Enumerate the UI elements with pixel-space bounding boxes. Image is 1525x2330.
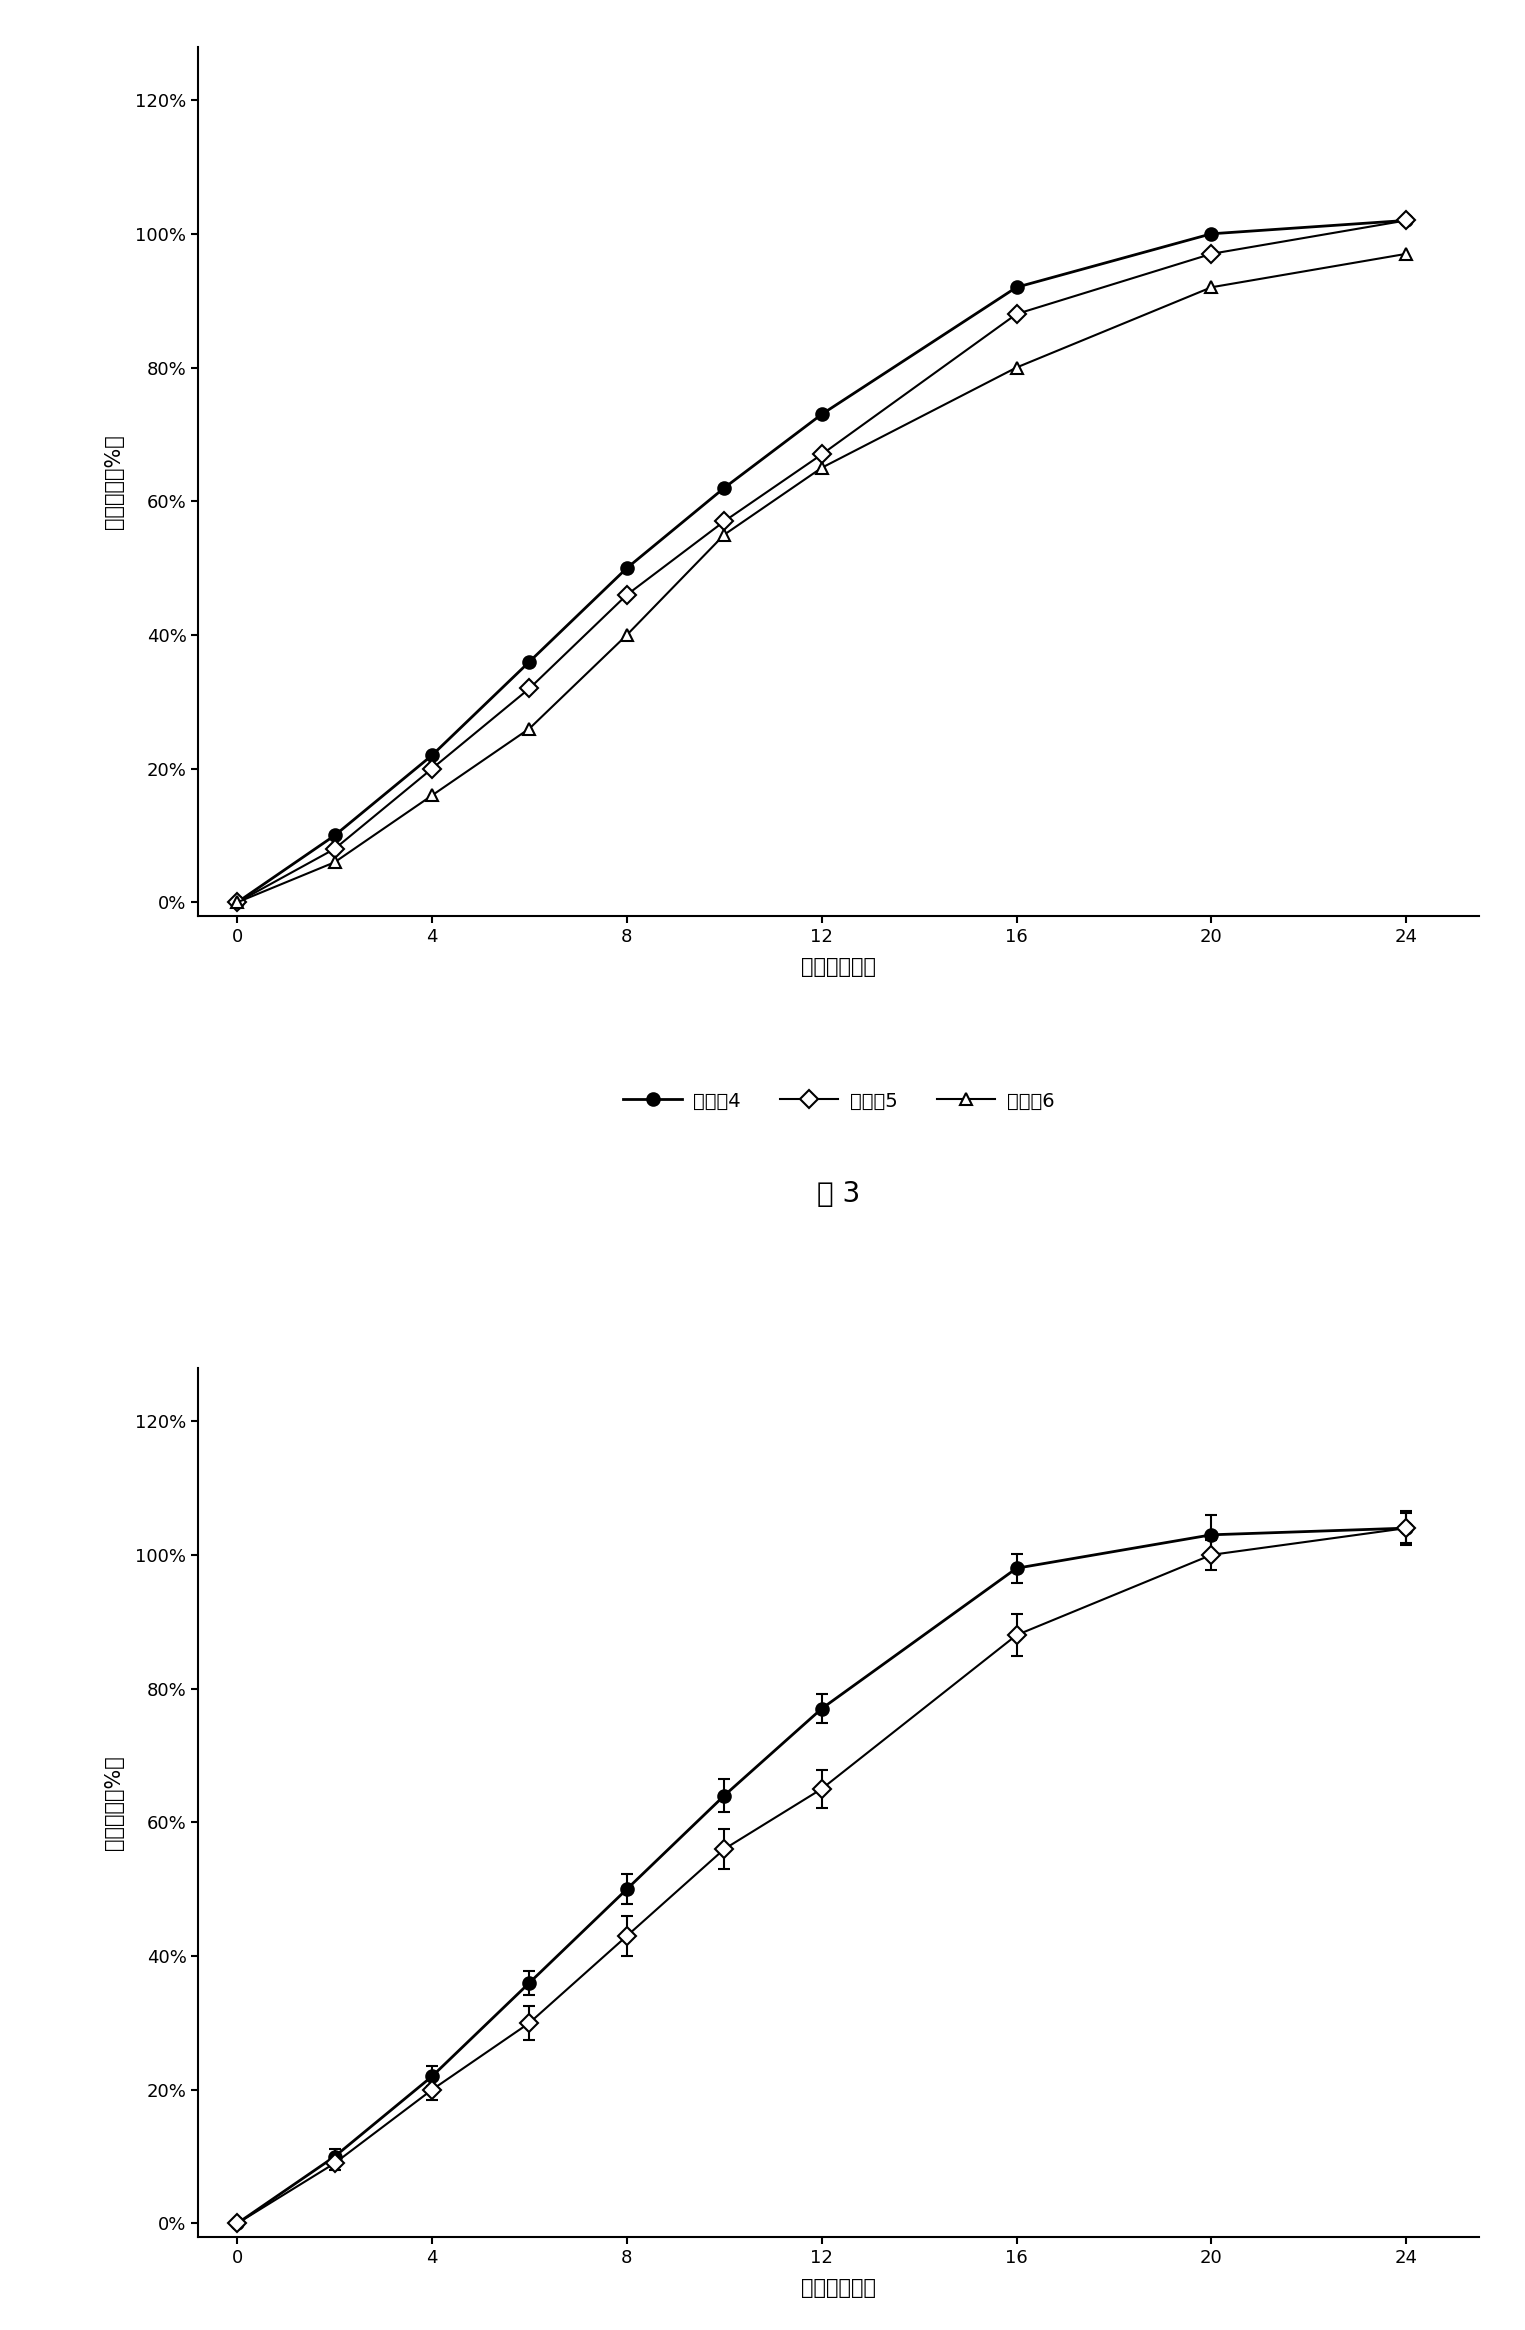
实施例4: [422, 741, 441, 769]
实施例5: [618, 580, 636, 608]
Y-axis label: 溶解速率（%）: 溶解速率（%）: [104, 433, 124, 529]
实施例6: [813, 454, 831, 482]
X-axis label: 时间（小时）: 时间（小时）: [801, 958, 877, 976]
Line: 实施例6: 实施例6: [230, 247, 1412, 909]
实施例5: [520, 673, 538, 701]
实施例5: [229, 888, 247, 916]
实施例4: [813, 401, 831, 429]
实施例5: [715, 508, 734, 536]
实施例5: [1008, 301, 1026, 329]
实施例4: [1008, 273, 1026, 301]
实施例5: [422, 755, 441, 783]
实施例6: [618, 622, 636, 650]
Y-axis label: 溶解速率（%）: 溶解速率（%）: [104, 1754, 124, 1850]
实施例4: [229, 888, 247, 916]
Text: 图 3: 图 3: [817, 1179, 860, 1207]
实施例5: [1202, 240, 1220, 268]
Line: 实施例4: 实施例4: [230, 214, 1412, 909]
实施例6: [422, 781, 441, 809]
实施例6: [1397, 240, 1415, 268]
实施例6: [229, 888, 247, 916]
X-axis label: 时间（小时）: 时间（小时）: [801, 2279, 877, 2297]
实施例4: [520, 648, 538, 676]
实施例4: [715, 473, 734, 501]
Line: 实施例5: 实施例5: [230, 214, 1412, 909]
实施例5: [813, 440, 831, 468]
实施例6: [1008, 354, 1026, 382]
实施例6: [325, 848, 343, 876]
实施例6: [1202, 273, 1220, 301]
实施例6: [715, 520, 734, 548]
Legend: 实施例4, 实施例5, 实施例6: 实施例4, 实施例5, 实施例6: [613, 1081, 1064, 1121]
实施例4: [618, 555, 636, 582]
实施例4: [325, 822, 343, 850]
实施例4: [1397, 207, 1415, 235]
实施例5: [1397, 207, 1415, 235]
实施例6: [520, 715, 538, 743]
实施例4: [1202, 219, 1220, 247]
实施例5: [325, 834, 343, 862]
